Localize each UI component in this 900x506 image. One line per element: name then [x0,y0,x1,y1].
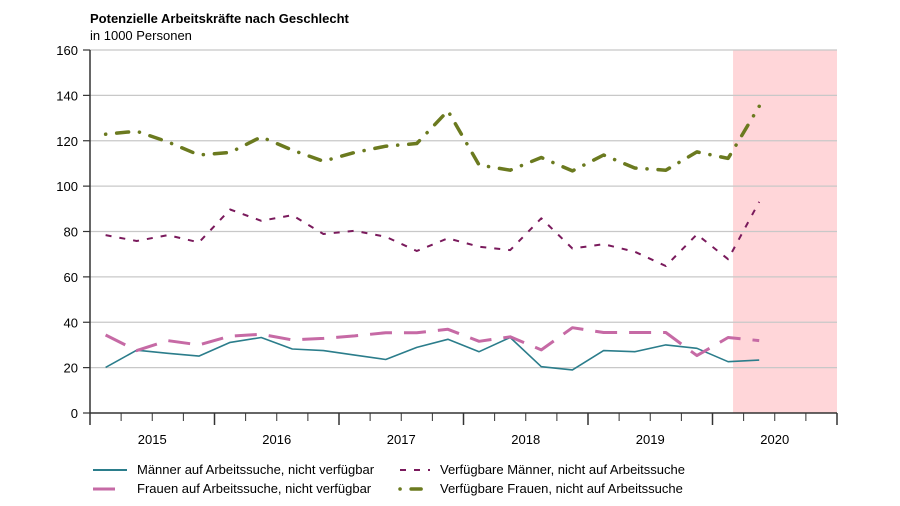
series-line-0 [105,336,760,371]
x-tick-label: 2017 [387,432,416,447]
legend-item-3: Verfügbare Frauen, nicht auf Arbeitssuch… [396,481,683,496]
y-tick-label: 20 [64,361,78,376]
series-line-3 [103,104,761,173]
series-line-2 [105,201,761,267]
legend-label: Männer auf Arbeitssuche, nicht verfügbar [137,462,375,477]
legend-item-2: Verfügbare Männer, nicht auf Arbeitssuch… [396,462,685,477]
series-line-1 [104,326,760,358]
y-tick-label: 40 [64,315,78,330]
x-tick-label: 2015 [138,432,167,447]
x-tick-label: 2018 [511,432,540,447]
x-tick-label: 2019 [636,432,665,447]
legend-swatch-short-dash [400,468,430,471]
chart-subtitle: in 1000 Personen [90,28,192,43]
chart-title: Potenzielle Arbeitskräfte nach Geschlech… [90,11,349,26]
legend-label: Verfügbare Männer, nicht auf Arbeitssuch… [440,462,685,477]
y-tick-label: 60 [64,270,78,285]
legend-swatch-dash-dot [398,486,430,491]
x-tick-label: 2016 [262,432,291,447]
legend-swatch-solid [93,468,127,471]
x-tick-label: 2020 [760,432,789,447]
y-tick-label: 120 [56,134,78,149]
y-tick-label: 100 [56,179,78,194]
y-tick-label: 160 [56,43,78,58]
legend-label: Verfügbare Frauen, nicht auf Arbeitssuch… [440,481,683,496]
legend-item-1: Frauen auf Arbeitssuche, nicht verfügbar [93,481,371,496]
y-tick-label: 80 [64,225,78,240]
legend-swatch-long-dash [93,487,127,490]
y-tick-label: 0 [71,406,78,421]
y-tick-label: 140 [56,88,78,103]
legend-item-0: Männer auf Arbeitssuche, nicht verfügbar [93,462,374,477]
legend-label: Frauen auf Arbeitssuche, nicht verfügbar [137,481,372,496]
